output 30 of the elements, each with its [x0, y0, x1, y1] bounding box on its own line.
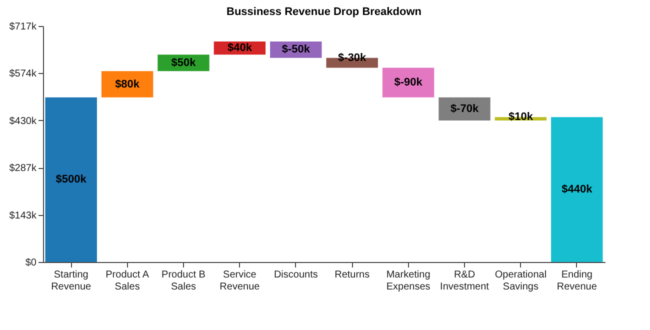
y-tick-label: $717k — [9, 22, 38, 32]
bar — [45, 97, 97, 262]
y-tick-label: $574k — [9, 68, 38, 80]
bar — [101, 71, 154, 98]
x-tick-label: Ending Revenue — [556, 270, 598, 292]
x-tick-label: Starting Revenue — [51, 270, 92, 292]
y-tick-label: $0 — [25, 258, 37, 268]
y-tick-label: $143k — [9, 210, 38, 222]
data-label: $-90k — [394, 76, 424, 89]
x-tick-label: R&D Investment — [440, 270, 490, 292]
data-label: $-70k — [450, 102, 480, 115]
x-tick-label: Discounts — [274, 270, 318, 280]
y-tick-label: $430k — [9, 116, 38, 127]
x-tick-label: Service Revenue — [220, 270, 260, 292]
x-tick-label: Product B Sales — [162, 270, 206, 292]
data-label: $-50k — [282, 44, 311, 56]
x-tick-label: Operational Savings — [494, 270, 547, 292]
data-label: $440k — [562, 184, 594, 196]
data-label: $80k — [115, 78, 140, 90]
bar — [438, 97, 490, 120]
bar — [551, 117, 603, 262]
data-label: $40k — [227, 42, 253, 54]
x-tick-label: Returns — [334, 270, 370, 280]
bar — [382, 68, 434, 98]
data-label: $50k — [171, 56, 197, 69]
x-tick-label: Marketing Expenses — [386, 270, 430, 292]
data-label: $500k — [56, 174, 88, 186]
chart-title: Bussiness Revenue Drop Breakdown — [226, 6, 422, 18]
y-tick-label: $287k — [9, 163, 38, 174]
x-tick-label: Product A Sales — [106, 270, 150, 292]
